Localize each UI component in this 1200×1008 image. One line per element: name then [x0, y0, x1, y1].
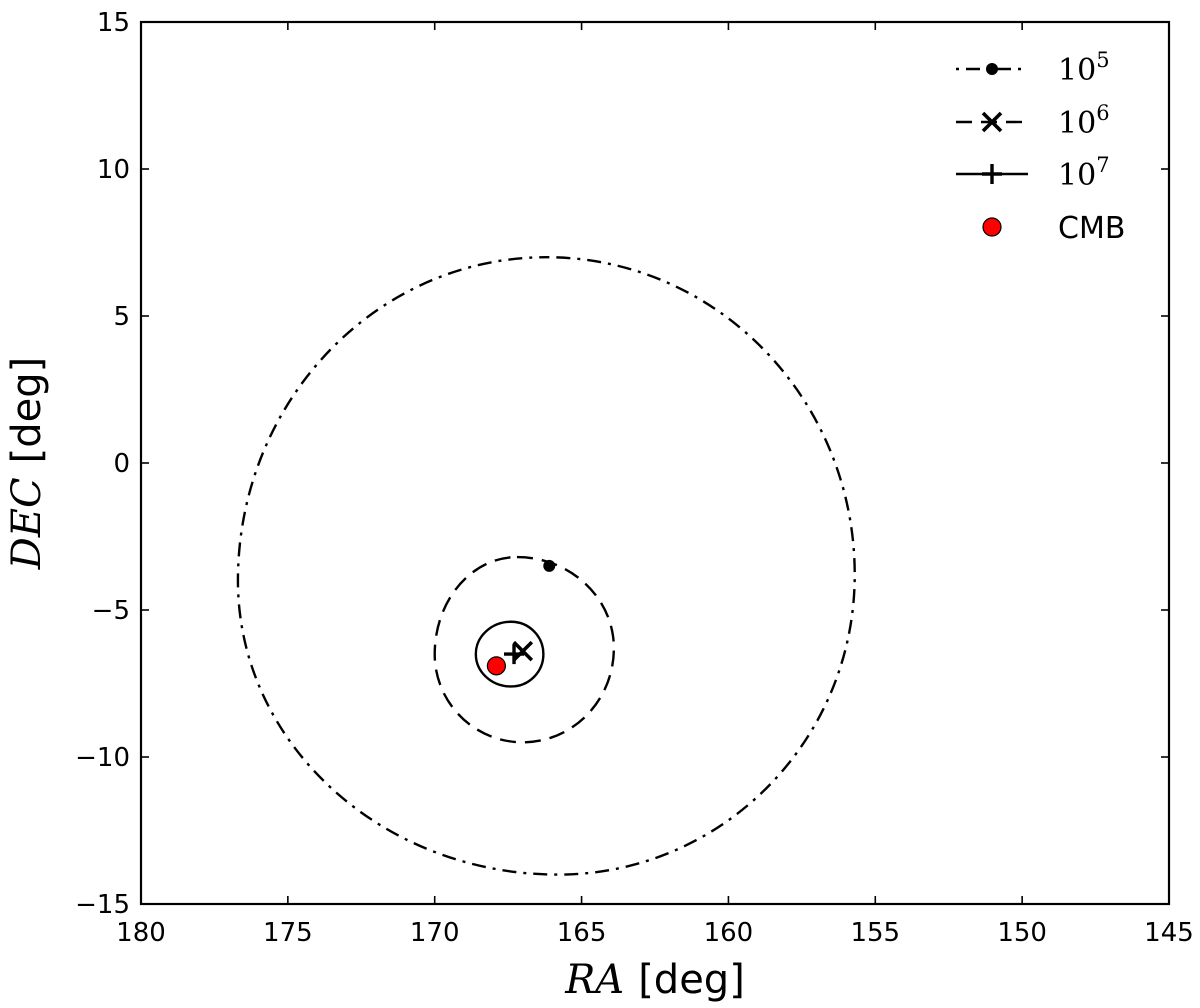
x-tick-label: 155 [850, 918, 900, 948]
legend-entry-5: 105 [956, 48, 1110, 88]
y-axis-label-math: DEC [4, 477, 50, 570]
legend-marker [986, 63, 998, 75]
y-tick-label: −5 [92, 596, 130, 626]
marker-6 [512, 640, 534, 662]
x-axis-ticks: 180 175 170 165 160 155 150 145 [116, 22, 1194, 948]
legend-entry-cmb: CMB [982, 211, 1125, 246]
legend-label: 107 [1058, 153, 1110, 193]
x-tick-label: 150 [997, 918, 1047, 948]
contour-6 [433, 555, 616, 744]
legend-marker [981, 111, 1003, 133]
x-tick-label: 170 [410, 918, 460, 948]
legend-label: CMB [1058, 211, 1125, 246]
y-tick-label: 15 [97, 8, 130, 38]
contours [236, 255, 856, 876]
legend-label: 105 [1058, 48, 1110, 88]
markers [486, 559, 556, 676]
plot-area [141, 22, 1169, 904]
x-tick-label: 165 [557, 918, 607, 948]
x-tick-label: 145 [1144, 918, 1194, 948]
y-tick-label: −15 [75, 890, 130, 920]
x-axis-label-unit: [deg] [638, 957, 745, 1003]
contour-7 [474, 620, 545, 688]
marker-cmb [486, 656, 506, 676]
marker-7 [504, 644, 525, 665]
y-tick-label: 0 [113, 449, 130, 479]
legend-entry-6: 106 [956, 101, 1110, 141]
contour-5 [236, 255, 856, 876]
y-tick-label: 5 [113, 302, 130, 332]
x-axis-label: RA [deg] [564, 957, 745, 1003]
x-tick-label: 180 [116, 918, 166, 948]
marker-5 [543, 559, 556, 572]
legend-label: 106 [1058, 101, 1110, 141]
x-axis-label-math: RA [564, 957, 624, 1003]
y-axis-label: DEC [deg] [4, 357, 50, 570]
x-tick-label: 160 [704, 918, 754, 948]
legend: 105 106 107 CMB [956, 48, 1125, 246]
legend-marker [982, 217, 1002, 237]
x-tick-label: 175 [263, 918, 313, 948]
y-axis-label-unit: [deg] [4, 357, 50, 464]
legend-entry-7: 107 [956, 153, 1110, 193]
y-tick-label: 10 [97, 155, 130, 185]
y-tick-label: −10 [75, 743, 130, 773]
legend-marker [982, 164, 1002, 184]
